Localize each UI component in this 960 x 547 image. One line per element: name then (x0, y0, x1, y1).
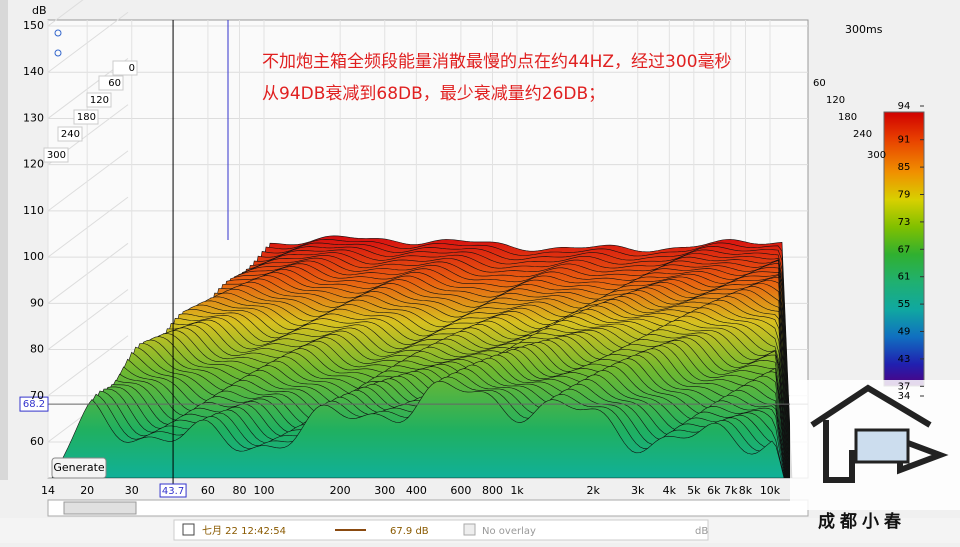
x-tick-label: 600 (450, 484, 471, 497)
x-tick-label: 400 (406, 484, 427, 497)
color-tick-label: 73 (898, 217, 911, 228)
cursor-level-box (19, 396, 49, 412)
grid-line (47, 11, 129, 73)
cursor-level: 68.2 (23, 399, 45, 410)
icon[interactable] (54, 29, 62, 37)
status-row (173, 519, 709, 541)
overlay: 68.2 43.7 (19, 20, 808, 498)
waterfall-surface (51, 235, 793, 478)
x-tick-label: 200 (330, 484, 351, 497)
grid-line (47, 289, 129, 350)
color-tick-label: 55 (898, 299, 911, 310)
watermark: 成都小春 (818, 511, 906, 532)
grid-line (47, 242, 129, 304)
color-tick-label: 91 (898, 135, 911, 146)
x-tick-label: 300 (374, 484, 395, 497)
status-unit: dB (695, 526, 708, 537)
x-tick-label: 60 (201, 484, 215, 497)
color-tick-label: 85 (898, 162, 911, 173)
color-tick-label: 34 (898, 391, 911, 402)
color-bar (883, 111, 925, 387)
y-tick-label: 80 (30, 343, 44, 356)
y-tick-label: 140 (23, 65, 44, 78)
checkbox[interactable] (463, 523, 476, 536)
time-tick-box (57, 126, 83, 142)
status-overlay: No overlay (482, 526, 536, 537)
time-tick-label: 240 (853, 129, 872, 140)
x-tick-label: 8k (739, 484, 753, 497)
time-tick-label: 180 (77, 112, 96, 123)
y-tick-label: 60 (30, 435, 44, 448)
watermark-logo (790, 380, 960, 510)
annotation: 不加炮主箱全频段能量消散最慢的点在约44HZ，经过300毫秒 (262, 51, 732, 72)
time-tick-label: 180 (838, 112, 857, 123)
x-tick-label: 1k (510, 484, 524, 497)
generate-label: Generate (53, 461, 105, 474)
y-tick-label: 110 (23, 204, 44, 217)
time-tick-box (98, 75, 124, 91)
time-tick-box (86, 92, 112, 108)
color-tick-label: 49 (898, 327, 911, 338)
color-tick-label: 79 (898, 190, 911, 201)
logo-screen (854, 428, 910, 464)
x-tick-label: 10k (760, 484, 781, 497)
time-tick-label: 0 (129, 63, 135, 74)
x-tick-label: 100 (254, 484, 275, 497)
icon[interactable] (54, 49, 62, 57)
grid-line (47, 0, 84, 27)
y-tick-label: 120 (23, 158, 44, 171)
generate-button[interactable] (51, 457, 107, 479)
time-tick-label: 60 (813, 78, 826, 89)
grid-line (47, 196, 129, 258)
waterfall-slice (51, 380, 785, 478)
y-tick-label: 90 (30, 296, 44, 309)
x-tick-label: 2k (586, 484, 600, 497)
color-tick-label: 67 (898, 244, 911, 255)
cursor-frequency: 43.7 (162, 486, 184, 497)
time-tick-box (73, 109, 99, 125)
y-tick-label: 130 (23, 111, 44, 124)
time-tick-label: 120 (90, 95, 109, 106)
y-tick-label: 100 (23, 250, 44, 263)
grid-line (47, 150, 129, 212)
scrollbar[interactable] (47, 499, 809, 517)
x-tick-label: 6k (707, 484, 721, 497)
x-tick-label: 4k (663, 484, 677, 497)
scrollbar-thumb[interactable] (63, 501, 137, 515)
time-tick-label: 240 (61, 129, 80, 140)
y-unit: dB (32, 4, 47, 17)
x-tick-label: 800 (482, 484, 503, 497)
time-tick-box (112, 60, 138, 76)
x-tick-label: 80 (233, 484, 247, 497)
status-date: 七月 22 12:42:54 (202, 525, 286, 537)
status-value: 67.9 dB (390, 526, 429, 537)
annotation: 从94DB衰减到68DB，最少衰减量约26DB； (262, 84, 605, 104)
color-tick-label: 61 (898, 272, 911, 283)
color-tick-label: 94 (898, 101, 911, 112)
time-end-label: 300ms (845, 23, 883, 36)
color-tick-label: 43 (898, 354, 911, 365)
color-tick-label: 37 (898, 381, 911, 392)
x-tick-label: 5k (687, 484, 701, 497)
x-tick-label: 30 (125, 484, 139, 497)
x-tick-label: 20 (80, 484, 94, 497)
x-tick-label: 14 (41, 484, 55, 497)
time-tick-label: 120 (826, 95, 845, 106)
cursor-freq-box (159, 483, 187, 498)
time-tick-box (43, 147, 69, 163)
time-tick-label: 60 (108, 78, 121, 89)
left-edge (0, 0, 8, 480)
y-tick-label: 70 (30, 389, 44, 402)
x-tick-label: 7k (724, 484, 738, 497)
checkbox[interactable] (182, 523, 195, 536)
time-tick-label: 300 (47, 150, 66, 161)
time-tick-label: 300 (867, 150, 886, 161)
x-tick-label: 3k (631, 484, 645, 497)
y-tick-label: 150 (23, 19, 44, 32)
grid-line (47, 335, 129, 397)
